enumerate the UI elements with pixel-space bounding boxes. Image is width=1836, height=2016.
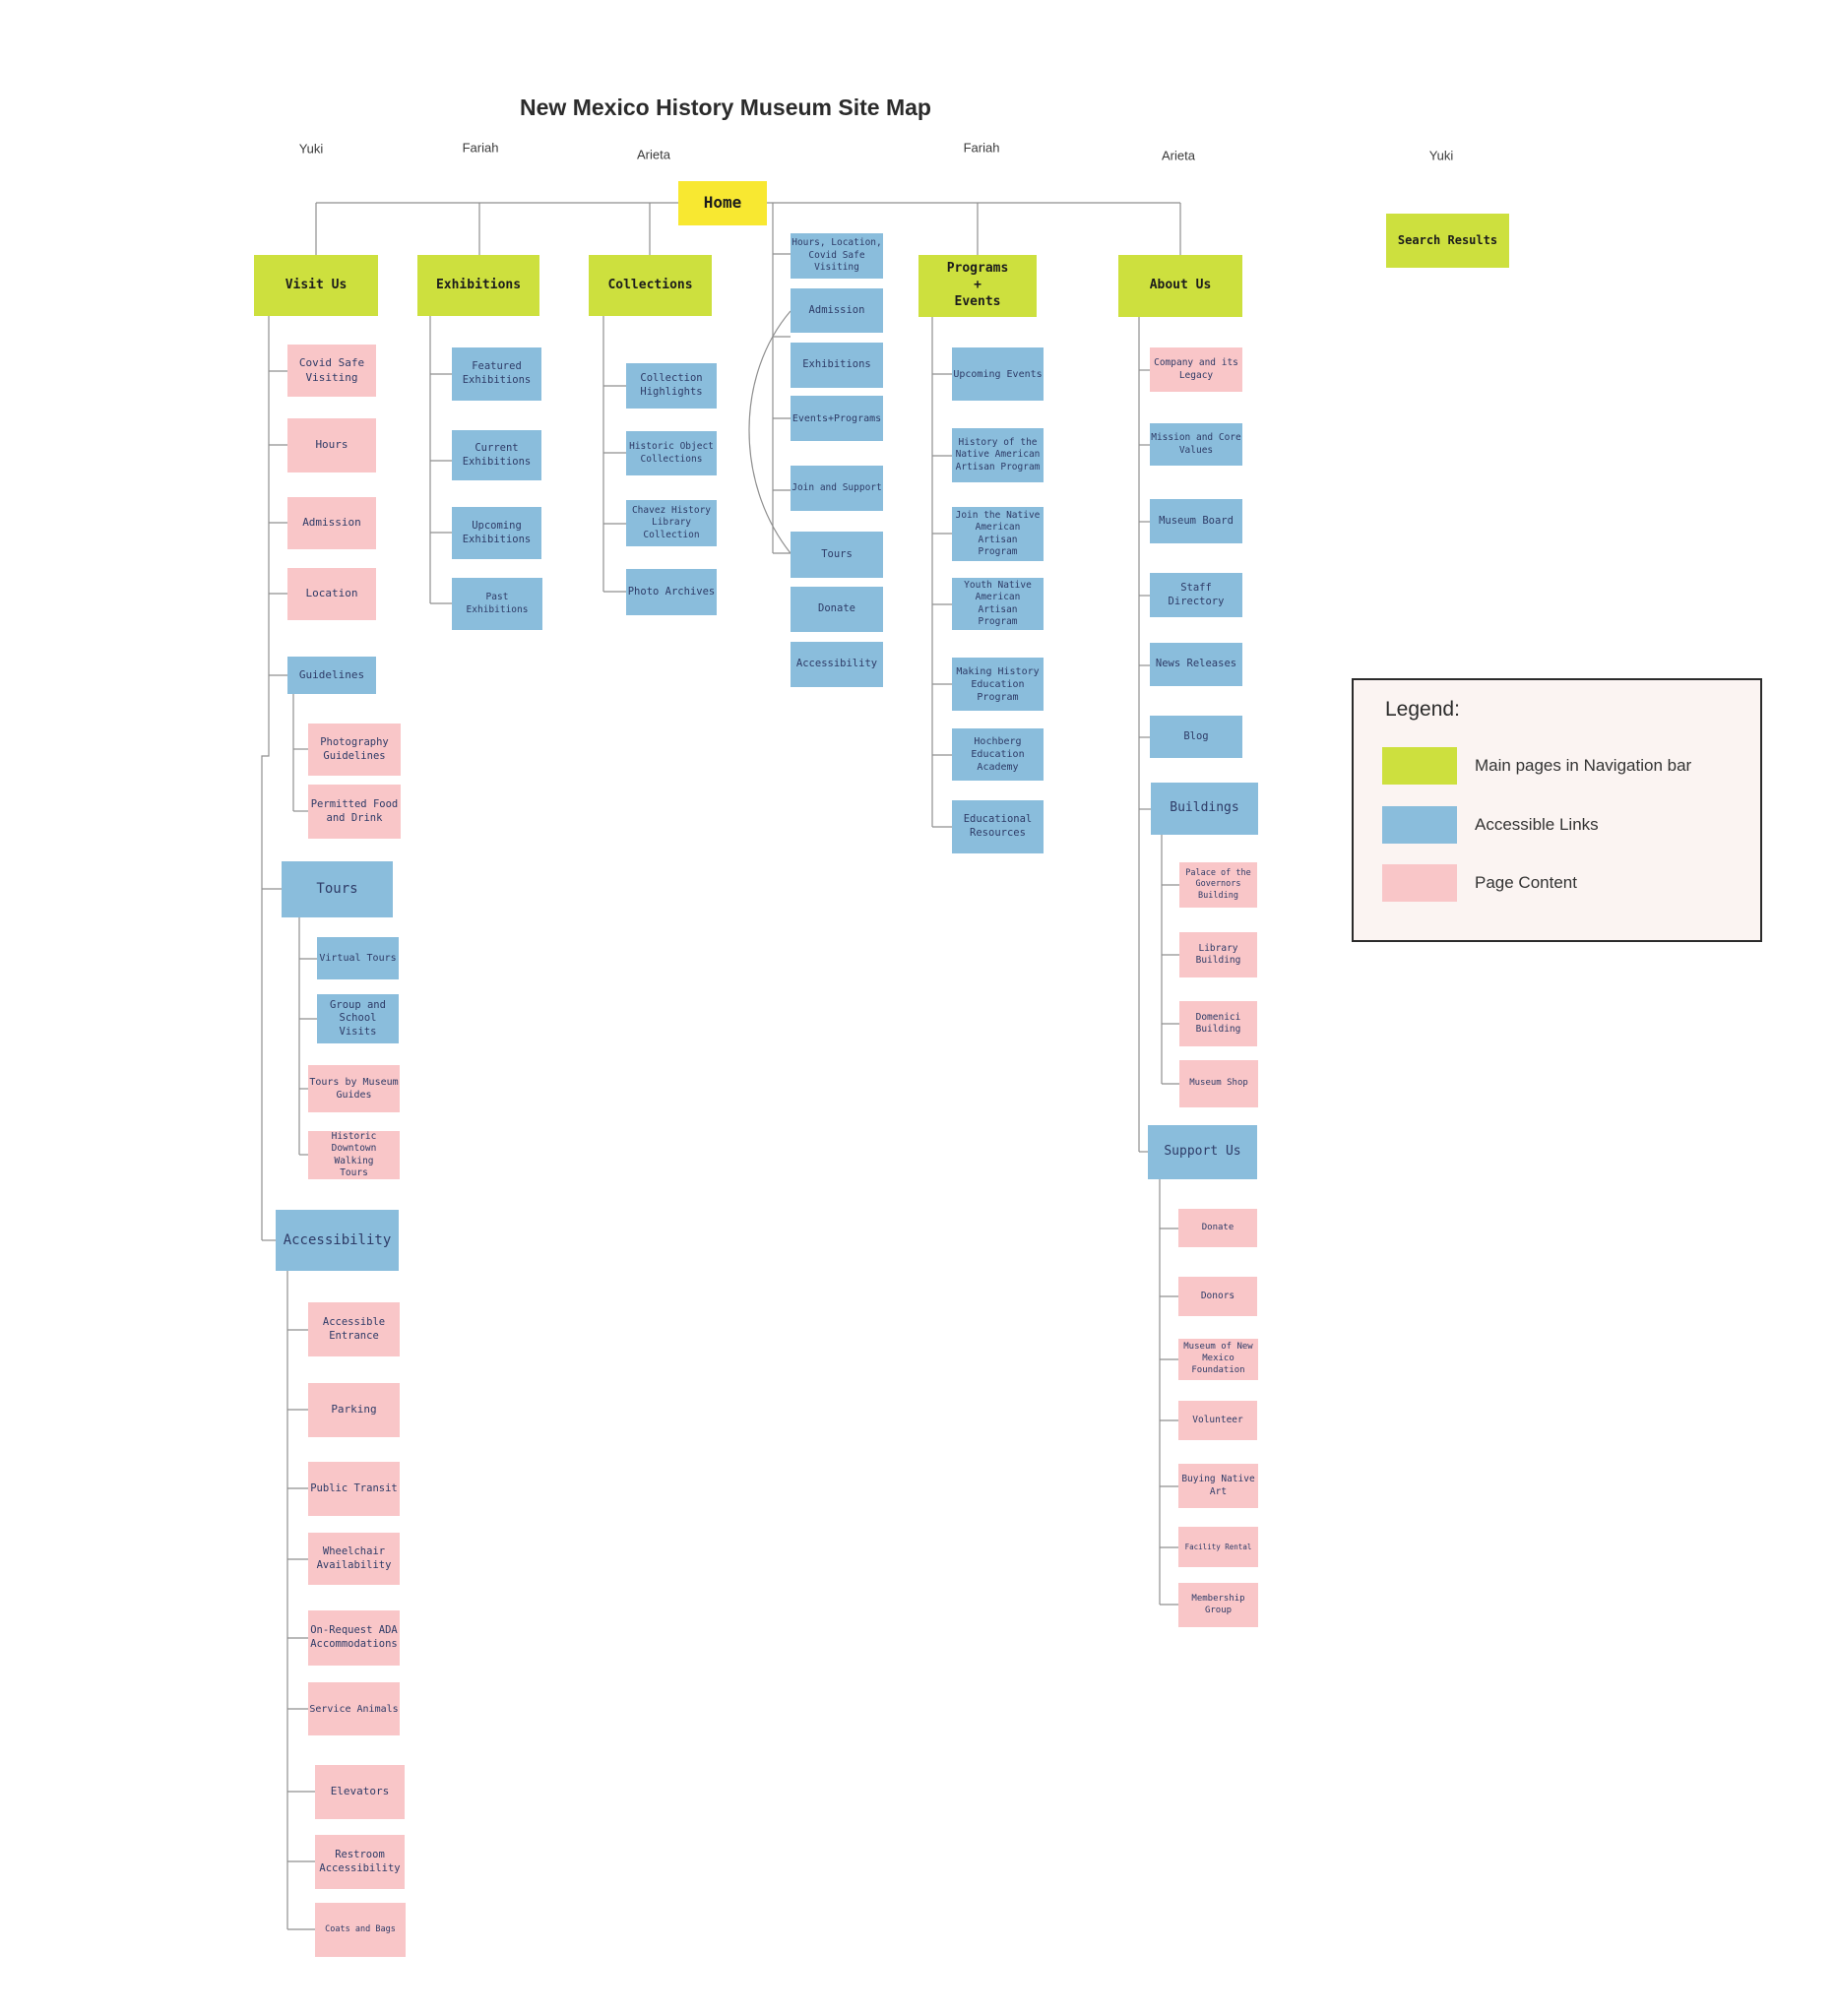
node-hours[interactable]: Hours: [287, 418, 376, 472]
node-parking[interactable]: Parking: [308, 1383, 400, 1437]
node-company-legacy[interactable]: Company and its Legacy: [1150, 347, 1242, 392]
node-making-history-program[interactable]: Making History Education Program: [952, 658, 1044, 711]
author-name-label: Yuki: [1428, 148, 1454, 163]
node-photo-archives[interactable]: Photo Archives: [626, 569, 717, 615]
node-buildings[interactable]: Buildings: [1151, 783, 1258, 835]
node-ada-accommodations[interactable]: On-Request ADA Accommodations: [308, 1610, 400, 1666]
node-featured-exhibitions[interactable]: Featured Exhibitions: [452, 347, 541, 401]
node-public-transit[interactable]: Public Transit: [308, 1462, 400, 1516]
author-name-label: Arieta: [1162, 148, 1195, 163]
node-past-exhibitions[interactable]: Past Exhibitions: [452, 578, 542, 630]
node-exhibitions[interactable]: Exhibitions: [417, 255, 539, 316]
node-youth-artisan-program[interactable]: Youth Native American Artisan Program: [952, 578, 1044, 630]
node-accessible-entrance[interactable]: Accessible Entrance: [308, 1302, 400, 1356]
node-mission-core-values[interactable]: Mission and Core Values: [1150, 423, 1242, 466]
node-virtual-tours[interactable]: Virtual Tours: [317, 937, 399, 979]
node-collection-highlights[interactable]: Collection Highlights: [626, 363, 717, 409]
node-membership-group[interactable]: Membership Group: [1178, 1583, 1258, 1627]
node-coats-and-bags[interactable]: Coats and Bags: [315, 1903, 406, 1957]
node-facility-rental[interactable]: Facility Rental: [1178, 1527, 1258, 1567]
legend-row-content: Page Content: [1382, 864, 1577, 902]
node-home[interactable]: Home: [678, 181, 767, 225]
author-name-label: Yuki: [298, 141, 324, 157]
legend-row-links: Accessible Links: [1382, 806, 1599, 844]
node-search-results[interactable]: Search Results: [1386, 214, 1509, 268]
node-location[interactable]: Location: [287, 568, 376, 620]
node-join-and-support-mid[interactable]: Join and Support: [791, 466, 883, 511]
node-tours-museum-guides[interactable]: Tours by Museum Guides: [308, 1065, 400, 1112]
node-museum-shop[interactable]: Museum Shop: [1179, 1060, 1258, 1107]
legend-label-nav-pages: Main pages in Navigation bar: [1475, 756, 1692, 775]
author-name-label: Fariah: [462, 140, 499, 156]
node-collections[interactable]: Collections: [589, 255, 712, 316]
node-accessibility[interactable]: Accessibility: [276, 1210, 399, 1271]
node-educational-resources[interactable]: Educational Resources: [952, 800, 1044, 853]
node-chavez-history-library[interactable]: Chavez History Library Collection: [626, 500, 717, 546]
legend-label-accessible-links: Accessible Links: [1475, 815, 1599, 834]
legend: Legend: Main pages in Navigation bar Acc…: [1352, 678, 1762, 942]
legend-label-page-content: Page Content: [1475, 873, 1577, 892]
node-donate[interactable]: Donate: [1178, 1209, 1257, 1247]
author-name-label: Fariah: [963, 140, 1000, 156]
node-wheelchair-availability[interactable]: Wheelchair Availability: [308, 1533, 400, 1585]
node-elevators[interactable]: Elevators: [315, 1765, 405, 1819]
node-photography-guidelines[interactable]: Photography Guidelines: [308, 724, 401, 776]
node-guidelines[interactable]: Guidelines: [287, 657, 376, 694]
node-domenici-building[interactable]: Domenici Building: [1179, 1001, 1257, 1046]
node-upcoming-events[interactable]: Upcoming Events: [952, 347, 1044, 401]
legend-swatch-accessible-links: [1382, 806, 1457, 844]
node-about-us[interactable]: About Us: [1118, 255, 1242, 317]
node-staff-directory[interactable]: Staff Directory: [1150, 573, 1242, 617]
node-palace-governors[interactable]: Palace of the Governors Building: [1179, 862, 1257, 908]
node-buying-native-art[interactable]: Buying Native Art: [1178, 1464, 1258, 1508]
node-tours[interactable]: Tours: [282, 861, 393, 917]
node-exhibitions-mid[interactable]: Exhibitions: [791, 343, 883, 388]
node-programs-events[interactable]: Programs + Events: [918, 255, 1037, 317]
node-history-artisan-program[interactable]: History of the Native American Artisan P…: [952, 428, 1044, 482]
node-covid-safe-visiting[interactable]: Covid Safe Visiting: [287, 345, 376, 397]
node-admission-mid[interactable]: Admission: [791, 288, 883, 333]
node-historic-downtown-tours[interactable]: Historic Downtown Walking Tours: [308, 1131, 400, 1179]
node-hours-location-covid[interactable]: Hours, Location, Covid Safe Visiting: [791, 233, 883, 279]
node-join-artisan-program[interactable]: Join the Native American Artisan Program: [952, 507, 1044, 561]
node-visit-us[interactable]: Visit Us: [254, 255, 378, 316]
legend-swatch-page-content: [1382, 864, 1457, 902]
node-current-exhibitions[interactable]: Current Exhibitions: [452, 430, 541, 480]
node-permitted-food-drink[interactable]: Permitted Food and Drink: [308, 785, 401, 839]
node-restroom-accessibility[interactable]: Restroom Accessibility: [315, 1835, 405, 1889]
node-accessibility-mid[interactable]: Accessibility: [791, 642, 883, 687]
node-historic-object-collections[interactable]: Historic Object Collections: [626, 431, 717, 475]
node-donors[interactable]: Donors: [1178, 1277, 1257, 1316]
legend-row-nav: Main pages in Navigation bar: [1382, 747, 1691, 785]
node-blog[interactable]: Blog: [1150, 716, 1242, 758]
author-name-label: Arieta: [637, 147, 670, 162]
node-group-school-visits[interactable]: Group and School Visits: [317, 994, 399, 1043]
node-admission[interactable]: Admission: [287, 497, 376, 549]
page-title: New Mexico History Museum Site Map: [520, 94, 931, 120]
node-hochberg-academy[interactable]: Hochberg Education Academy: [952, 728, 1044, 781]
node-support-us[interactable]: Support Us: [1148, 1125, 1257, 1179]
node-volunteer[interactable]: Volunteer: [1178, 1401, 1257, 1440]
node-museum-nm-foundation[interactable]: Museum of New Mexico Foundation: [1178, 1339, 1258, 1380]
node-museum-board[interactable]: Museum Board: [1150, 499, 1242, 543]
legend-title: Legend:: [1385, 698, 1460, 721]
node-news-releases[interactable]: News Releases: [1150, 643, 1242, 686]
node-upcoming-exhibitions[interactable]: Upcoming Exhibitions: [452, 507, 541, 559]
node-library-building[interactable]: Library Building: [1179, 932, 1257, 977]
node-events-programs-mid[interactable]: Events+Programs: [791, 396, 883, 441]
node-service-animals[interactable]: Service Animals: [308, 1682, 400, 1735]
node-tours-mid[interactable]: Tours: [791, 532, 883, 578]
node-donate-mid[interactable]: Donate: [791, 587, 883, 632]
legend-swatch-nav-pages: [1382, 747, 1457, 785]
